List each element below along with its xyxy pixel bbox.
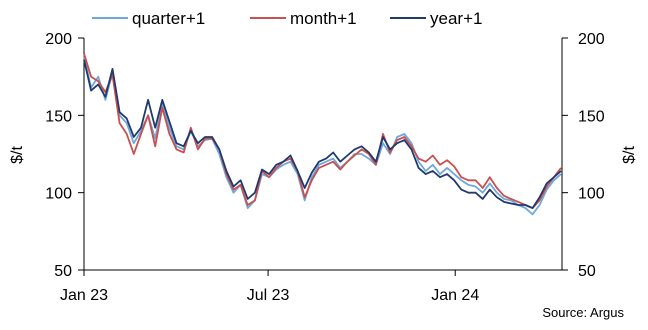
x-tick-label: Jan 24 (431, 287, 479, 304)
y-tick-label-left: 150 (45, 108, 72, 125)
legend-label: month+1 (290, 9, 357, 28)
legend: quarter+1 month+1 year+1 (92, 9, 482, 28)
y-tick-label-right: 100 (578, 186, 605, 203)
y-tick-label-right: 50 (578, 263, 596, 280)
y-tick-label-left: 100 (45, 186, 72, 203)
source-note: Source: Argus (542, 305, 624, 320)
series-line-quarter-1 (83, 56, 562, 216)
series-line-month-1 (83, 53, 562, 210)
x-tick-label: Jul 23 (247, 287, 290, 304)
y-tick-label-left: 50 (54, 263, 72, 280)
y-tick-label-right: 150 (578, 108, 605, 125)
y-axis-label-left: $/t (9, 146, 26, 164)
legend-label: year+1 (430, 9, 482, 28)
axes: 50 50 100 100 150 150 200 200 Jan 23 Jul 23 Jan 24 (45, 31, 605, 304)
y-axis-label-right: $/t (621, 146, 638, 164)
series-layer (83, 53, 562, 216)
y-tick-label-right: 200 (578, 31, 605, 48)
legend-label: quarter+1 (132, 9, 205, 28)
series-line-year-1 (83, 59, 562, 210)
y-tick-label-left: 200 (45, 31, 72, 48)
x-tick-label: Jan 23 (60, 287, 108, 304)
